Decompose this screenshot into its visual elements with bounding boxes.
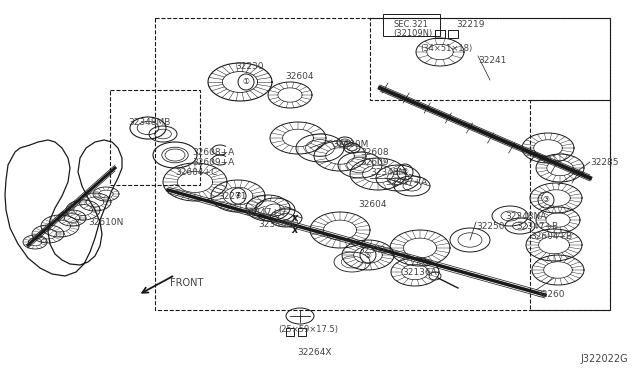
Text: 32341: 32341 <box>358 246 387 255</box>
Text: x: x <box>292 213 298 223</box>
Text: (32109N): (32109N) <box>393 29 432 38</box>
Text: 32136A: 32136A <box>402 268 436 277</box>
Text: ④: ④ <box>235 192 241 201</box>
Text: 32285: 32285 <box>590 158 618 167</box>
Text: 32260: 32260 <box>536 290 564 299</box>
Text: 32600M: 32600M <box>332 140 369 149</box>
Text: x: x <box>292 225 298 235</box>
Text: 32347+A: 32347+A <box>385 178 427 187</box>
Text: (34×51×18): (34×51×18) <box>420 44 472 53</box>
Text: (25×59×17.5): (25×59×17.5) <box>278 325 338 334</box>
Text: ①: ① <box>243 77 250 87</box>
Text: 32348NA: 32348NA <box>505 212 547 221</box>
Text: FRONT: FRONT <box>170 278 204 288</box>
Text: 32610N: 32610N <box>88 218 124 227</box>
Text: ③: ③ <box>543 196 549 205</box>
Text: 32609+A: 32609+A <box>192 158 234 167</box>
Text: 32604+C: 32604+C <box>175 168 217 177</box>
Text: SEC.321: SEC.321 <box>393 20 428 29</box>
Text: 32608: 32608 <box>360 148 388 157</box>
Text: 32230: 32230 <box>235 62 264 71</box>
Text: 32271: 32271 <box>218 192 246 201</box>
Text: 32348M: 32348M <box>370 168 406 177</box>
Text: 32604: 32604 <box>285 72 314 81</box>
Text: 32348MB: 32348MB <box>128 118 170 127</box>
Text: 32219: 32219 <box>456 20 484 29</box>
Text: 32347+B: 32347+B <box>516 222 558 231</box>
Text: 32609: 32609 <box>360 158 388 167</box>
Text: ②: ② <box>401 167 408 176</box>
Text: 32264X: 32264X <box>297 348 332 357</box>
Text: 32241: 32241 <box>478 56 506 65</box>
Text: ⑤: ⑤ <box>365 250 371 260</box>
Text: 32608+A: 32608+A <box>192 148 234 157</box>
Text: 32250: 32250 <box>476 222 504 231</box>
Text: 32348M1: 32348M1 <box>258 220 300 229</box>
Text: 32604: 32604 <box>358 200 387 209</box>
Text: 32347+C: 32347+C <box>243 208 285 217</box>
Text: 32604+B: 32604+B <box>530 232 572 241</box>
Text: J322022G: J322022G <box>580 354 628 364</box>
